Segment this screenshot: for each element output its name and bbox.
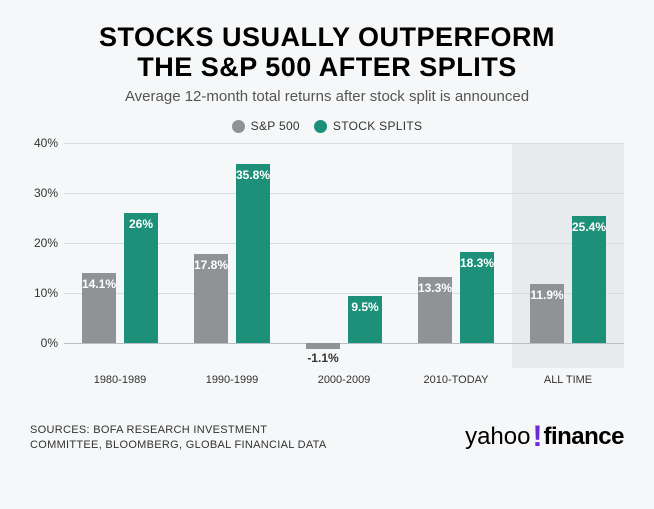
chart-title: STOCKS USUALLY OUTPERFORM THE S&P 500 AF… — [30, 22, 624, 82]
grid-line — [64, 343, 624, 344]
x-tick-label: 2000-2009 — [318, 374, 371, 386]
bar-splits: 35.8% — [236, 164, 270, 343]
y-tick-label: 40% — [24, 136, 58, 150]
x-axis: 1980-1989 1990-1999 2000-2009 2010-TODAY ALL… — [64, 368, 624, 398]
bar-label: 13.3% — [418, 281, 452, 295]
x-tick-label: 2010-TODAY — [423, 374, 488, 386]
bar-label: 26% — [124, 217, 158, 231]
bar-sp500: -1.1% — [306, 343, 340, 349]
bar-splits: 18.3% — [460, 252, 494, 344]
swatch-splits — [314, 120, 327, 133]
bar-splits: 9.5% — [348, 296, 382, 344]
grid-line — [64, 143, 624, 144]
chart-subtitle: Average 12-month total returns after sto… — [30, 88, 624, 105]
highlight-column — [512, 143, 624, 368]
bar-sp500: 11.9% — [530, 284, 564, 344]
bar-splits: 25.4% — [572, 216, 606, 343]
x-tick-label: 1990-1999 — [206, 374, 259, 386]
yahoo-finance-logo: yahoo ! finance — [465, 418, 624, 452]
legend-label-sp500: S&P 500 — [251, 119, 300, 133]
bar-label: 35.8% — [236, 168, 270, 182]
logo-finance: finance — [543, 423, 624, 451]
bar-label: 9.5% — [348, 300, 382, 314]
y-tick-label: 20% — [24, 236, 58, 250]
logo-bang: ! — [532, 420, 542, 454]
legend-label-splits: STOCK SPLITS — [333, 119, 422, 133]
title-line1: STOCKS USUALLY OUTPERFORM — [30, 22, 624, 52]
swatch-sp500 — [232, 120, 245, 133]
bar-label: 14.1% — [82, 277, 116, 291]
legend-item-splits: STOCK SPLITS — [314, 119, 422, 133]
title-line2: THE S&P 500 AFTER SPLITS — [30, 52, 624, 82]
logo-yahoo: yahoo — [465, 423, 530, 451]
bar-label: 17.8% — [194, 258, 228, 272]
footer: SOURCES: BOFA RESEARCH INVESTMENT COMMIT… — [30, 418, 624, 452]
y-tick-label: 30% — [24, 186, 58, 200]
bar-label: -1.1% — [306, 351, 340, 365]
bar-label: 18.3% — [460, 256, 494, 270]
grid-line — [64, 193, 624, 194]
x-tick-label: 1980-1989 — [94, 374, 147, 386]
y-tick-label: 0% — [24, 336, 58, 350]
plot-area: 0%10%20%30%40%14.1%26%17.8%35.8%-1.1%9.5… — [64, 143, 624, 368]
legend-item-sp500: S&P 500 — [232, 119, 300, 133]
bar-sp500: 17.8% — [194, 254, 228, 343]
bar-sp500: 13.3% — [418, 277, 452, 344]
bar-splits: 26% — [124, 213, 158, 343]
x-tick-label: ALL TIME — [544, 374, 592, 386]
bar-label: 25.4% — [572, 220, 606, 234]
legend: S&P 500 STOCK SPLITS — [30, 119, 624, 133]
bar-label: 11.9% — [530, 288, 564, 302]
bar-sp500: 14.1% — [82, 273, 116, 344]
y-tick-label: 10% — [24, 286, 58, 300]
sources-text: SOURCES: BOFA RESEARCH INVESTMENT COMMIT… — [30, 423, 340, 453]
bar-chart: 0%10%20%30%40%14.1%26%17.8%35.8%-1.1%9.5… — [64, 143, 624, 398]
